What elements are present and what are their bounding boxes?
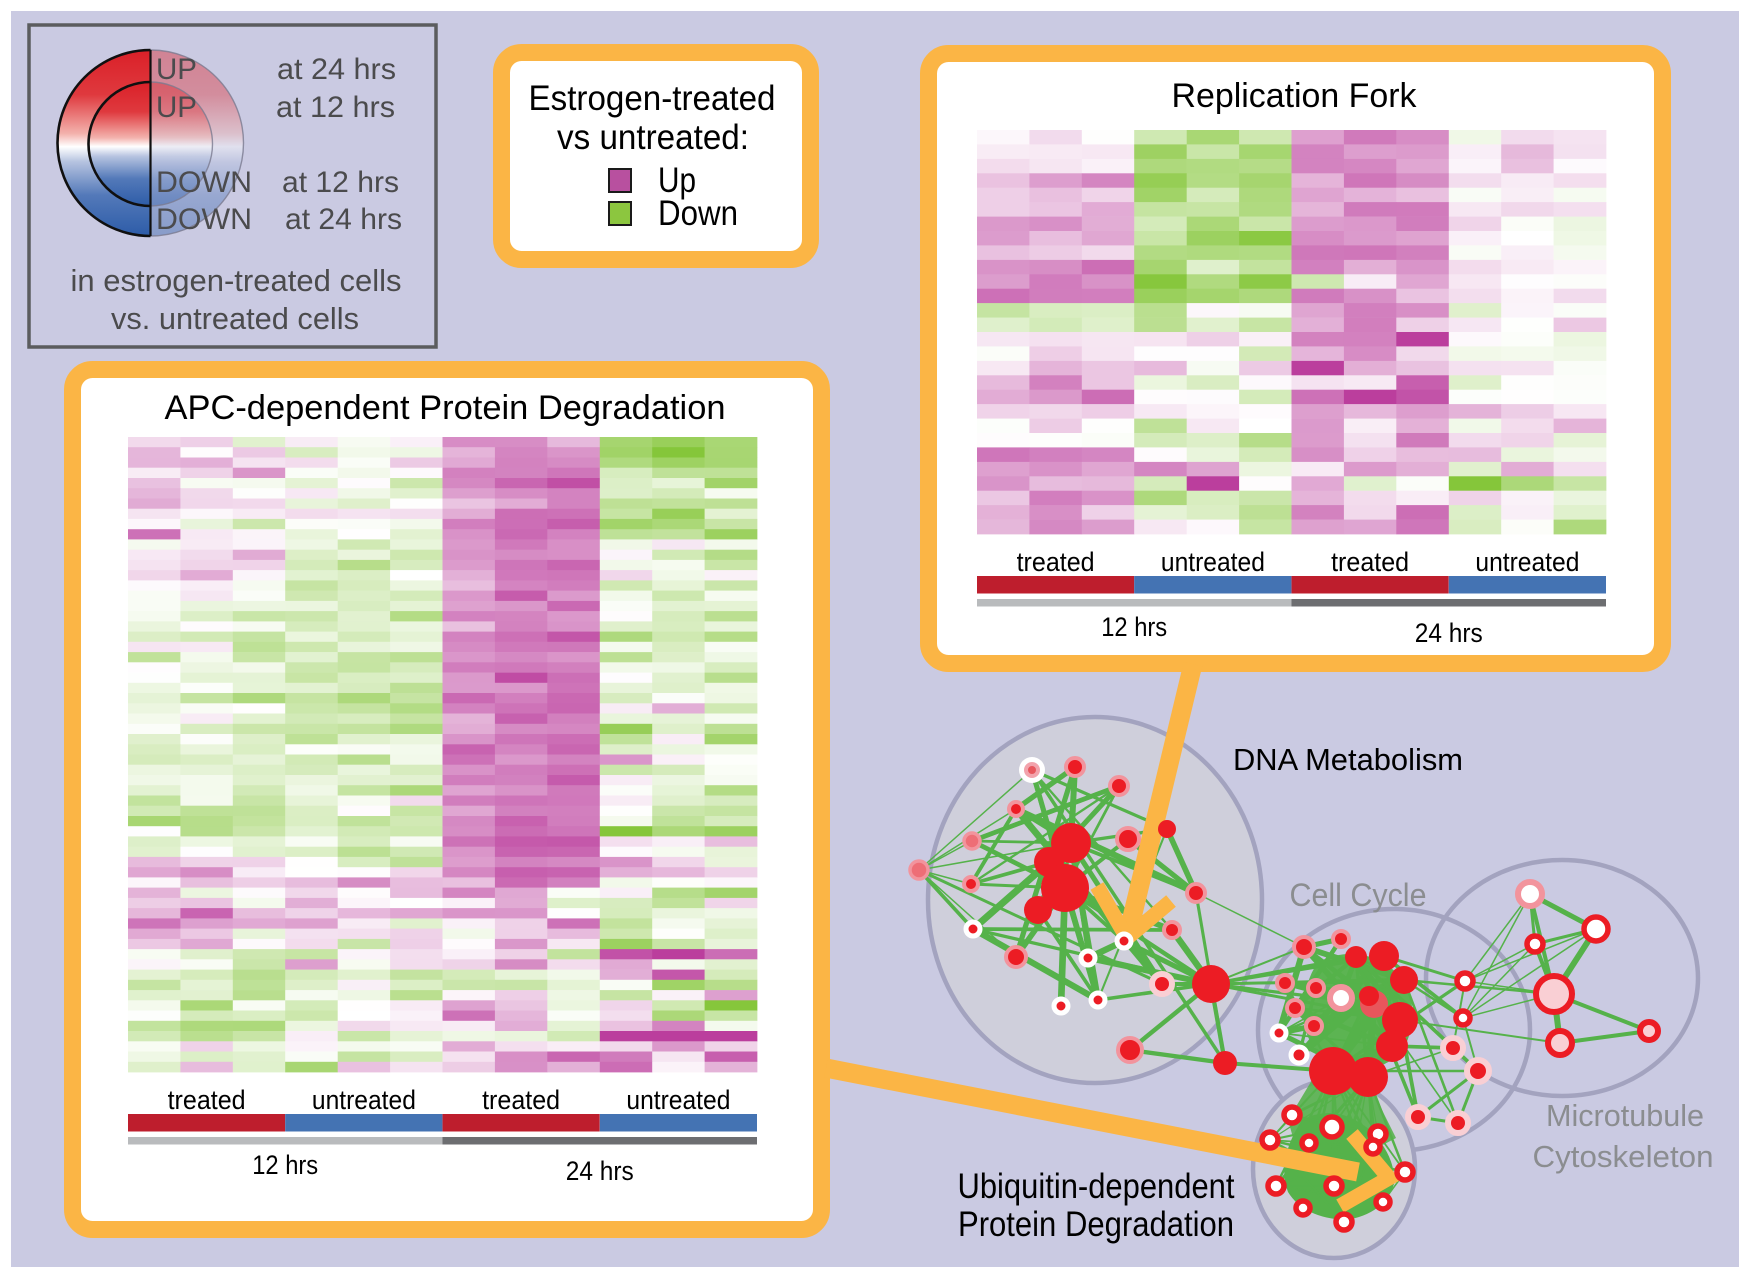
svg-text:Protein Degradation: Protein Degradation bbox=[958, 1205, 1234, 1244]
svg-text:treated: treated bbox=[1017, 547, 1095, 577]
svg-text:DNA Metabolism: DNA Metabolism bbox=[1233, 742, 1463, 777]
svg-text:in estrogen-treated cells: in estrogen-treated cells bbox=[71, 263, 402, 298]
svg-text:12 hrs: 12 hrs bbox=[252, 1150, 318, 1180]
svg-text:untreated: untreated bbox=[626, 1085, 730, 1115]
svg-text:untreated: untreated bbox=[312, 1085, 416, 1115]
svg-text:DOWN: DOWN bbox=[156, 166, 252, 199]
svg-text:at 24 hrs: at 24 hrs bbox=[285, 203, 402, 236]
svg-text:treated: treated bbox=[168, 1085, 246, 1115]
svg-text:Up: Up bbox=[658, 161, 696, 200]
svg-text:at 12 hrs: at 12 hrs bbox=[282, 166, 399, 199]
svg-text:24 hrs: 24 hrs bbox=[1415, 618, 1483, 648]
svg-text:Estrogen-treated: Estrogen-treated bbox=[529, 79, 776, 118]
svg-text:at 12 hrs: at 12 hrs bbox=[276, 91, 395, 124]
svg-text:untreated: untreated bbox=[1161, 547, 1265, 577]
svg-text:untreated: untreated bbox=[1475, 547, 1579, 577]
svg-text:12 hrs: 12 hrs bbox=[1101, 612, 1167, 642]
svg-text:Down: Down bbox=[658, 194, 738, 233]
svg-text:Ubiquitin-dependent: Ubiquitin-dependent bbox=[958, 1167, 1235, 1206]
svg-text:Cell Cycle: Cell Cycle bbox=[1290, 877, 1427, 913]
svg-text:treated: treated bbox=[482, 1085, 560, 1115]
svg-text:Microtubule: Microtubule bbox=[1546, 1098, 1704, 1133]
svg-text:vs. untreated cells: vs. untreated cells bbox=[111, 301, 359, 336]
svg-text:DOWN: DOWN bbox=[156, 203, 252, 236]
svg-text:APC-dependent Protein Degradat: APC-dependent Protein Degradation bbox=[165, 389, 726, 427]
svg-text:treated: treated bbox=[1331, 547, 1409, 577]
svg-text:vs untreated:: vs untreated: bbox=[557, 118, 749, 157]
svg-text:Cytoskeleton: Cytoskeleton bbox=[1533, 1139, 1714, 1174]
svg-text:at 24 hrs: at 24 hrs bbox=[277, 53, 396, 86]
svg-text:Replication Fork: Replication Fork bbox=[1172, 77, 1418, 115]
svg-text:UP: UP bbox=[156, 53, 197, 86]
svg-text:24 hrs: 24 hrs bbox=[566, 1156, 634, 1186]
svg-text:UP: UP bbox=[156, 91, 197, 124]
